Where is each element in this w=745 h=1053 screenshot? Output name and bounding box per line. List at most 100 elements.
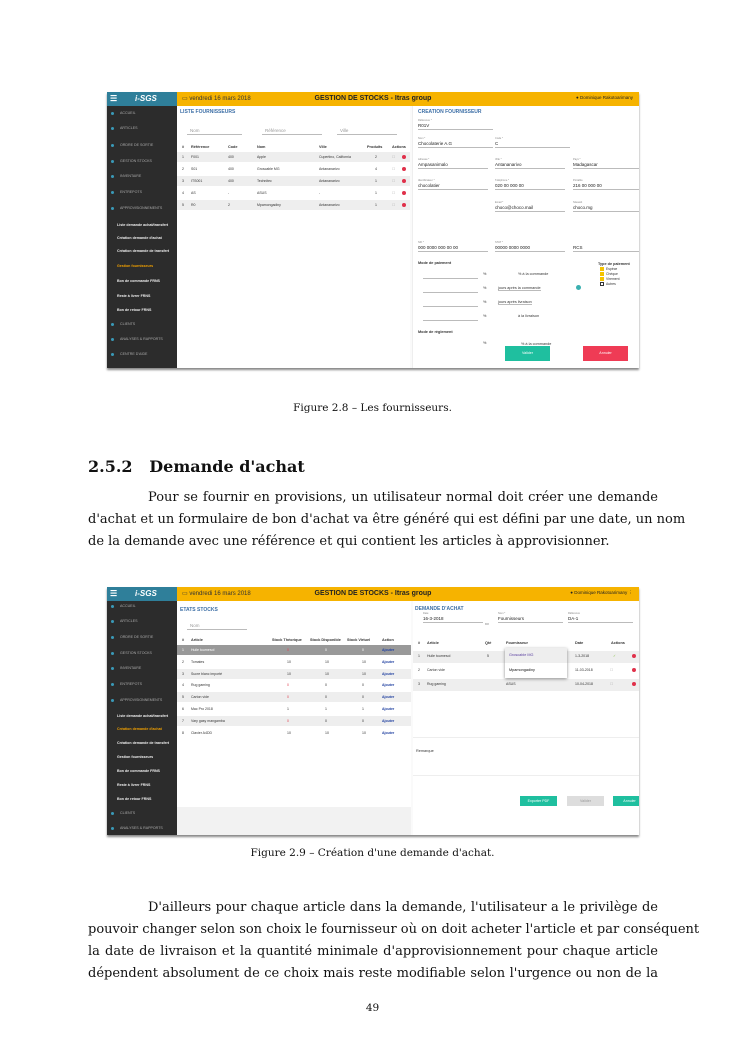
table-row[interactable]: 2 S01 400 Groscable MG Antananarivo 4 ☐ [177, 164, 410, 174]
sidebar-item[interactable]: Création demande d'achat [117, 727, 162, 731]
sidebar-item[interactable]: Liste demande achat/transfert [117, 714, 169, 718]
table-row[interactable]: 1 Huile tournesol 0 0 0 Ajouter [177, 645, 411, 655]
sidebar-item[interactable]: APPROVISIONNEMENTS [111, 206, 162, 210]
add-link[interactable]: Ajouter [382, 707, 395, 711]
form-field[interactable]: Code * C [495, 137, 570, 148]
user-menu[interactable]: ● Dominique Rakotoarimany ⋮ [570, 590, 633, 595]
sidebar-item[interactable]: Création demande d'achat [117, 236, 162, 240]
payment-type-checkbox[interactable]: Virement [600, 277, 620, 282]
form-field[interactable]: Date 16-3-2018 [423, 612, 483, 623]
sidebar-item[interactable]: ACCUEIL [111, 111, 136, 115]
delete-icon[interactable] [632, 682, 636, 686]
form-field[interactable]: STAT * 00000 0000 0000 [495, 241, 565, 252]
add-link[interactable]: Ajouter [382, 695, 395, 700]
form-field[interactable]: Téléphone * 020 00 000 00 [495, 179, 565, 190]
sidebar-item[interactable]: ORDRE DE SORTIE [111, 635, 153, 639]
table-row[interactable]: 6 Mac Pro 2018 1 1 1 Ajouter [177, 704, 411, 714]
sidebar-item[interactable]: Reste à livrer FRNS [117, 294, 151, 298]
dropdown-option[interactable]: Mpamongadiny [509, 668, 535, 672]
sidebar-item[interactable]: Gestion fournisseurs [117, 264, 154, 268]
delete-icon[interactable] [632, 654, 636, 658]
checkbox-icon[interactable] [600, 282, 604, 287]
table-row[interactable]: 3 Sucre blanc importé 10 10 10 Ajouter [177, 668, 411, 679]
form-field[interactable]: Adresse * Ampasanimalo [418, 158, 488, 169]
delete-icon[interactable] [402, 203, 406, 207]
add-link[interactable]: Ajouter [382, 659, 395, 664]
sidebar-item[interactable]: GESTION STOCKS [111, 651, 152, 655]
sidebar-item[interactable]: Liste demande achat/transfert [117, 223, 169, 227]
checkbox-icon[interactable] [600, 272, 604, 277]
sidebar-item[interactable]: Bon de commande FRNS [117, 769, 160, 773]
table-row[interactable]: 4 AS - ASUS - 1 ☐ [177, 188, 410, 198]
payment-amount-input[interactable] [423, 268, 478, 279]
validate-button[interactable]: Valider [505, 346, 550, 361]
add-link[interactable]: Ajouter [382, 730, 395, 735]
payment-amount-input[interactable] [423, 282, 478, 293]
sidebar-item[interactable]: Gestion fournisseurs [117, 755, 154, 759]
sidebar-item[interactable]: Bon de commande FRNS [117, 279, 160, 283]
form-field[interactable]: Nom * Fournisseurs [498, 612, 563, 623]
payment-type-checkbox[interactable]: Chèque [600, 272, 618, 277]
table-row[interactable]: 8 Clavier A4DD 10 10 10 Ajouter [177, 727, 411, 738]
sidebar-item[interactable]: Création demande de transfert [117, 741, 170, 745]
checkbox-icon[interactable] [600, 267, 604, 272]
form-field[interactable]: Portable 216 00 000 00 [573, 179, 639, 190]
sidebar-item[interactable]: ANALYSES & RAPPORTS [111, 826, 163, 830]
form-field[interactable]: Référence DA-1 [568, 612, 633, 623]
add-link[interactable]: Ajouter [382, 671, 395, 676]
form-field[interactable]: Nom * Chocolaterie A.G [418, 137, 493, 148]
sidebar-item[interactable]: ENTREPOTS [111, 190, 142, 194]
payment-amount-input[interactable] [423, 310, 478, 321]
table-row[interactable]: 4 Rug gaming 0 0 0 Ajouter [177, 680, 411, 691]
sidebar-item[interactable]: ARTICLES [111, 126, 138, 130]
filter-input[interactable]: Ville [337, 124, 397, 135]
form-field[interactable]: RCS [573, 241, 639, 252]
sidebar-item[interactable]: Bon de retour FRNS [117, 308, 152, 312]
add-link[interactable]: Ajouter [382, 648, 395, 652]
calendar-icon[interactable]: ▭ [485, 622, 489, 626]
payment-type-checkbox[interactable]: Autres [600, 282, 616, 287]
sidebar-item[interactable]: ENTREPOTS [111, 682, 142, 686]
table-row[interactable]: 5 R0 2 Mpamongadiny Antananarivo 1 ☐ [177, 200, 410, 210]
delete-icon[interactable] [402, 179, 406, 183]
form-field[interactable]: Ville * Antananarivo [495, 158, 565, 169]
sidebar-item[interactable]: CENTRE D'AIDE [111, 352, 147, 356]
cancel-button[interactable]: Annuler [583, 346, 628, 361]
payment-type-checkbox[interactable]: Espèce [600, 267, 617, 272]
delete-icon[interactable] [402, 155, 406, 159]
user-menu[interactable]: ● Dominique Rakotoarimany [576, 95, 633, 100]
sidebar-item[interactable]: ANALYSES & RAPPORTS [111, 337, 163, 341]
table-row[interactable]: 1 F001 400 Apple Cupertino, California 2 ☐ [177, 152, 410, 162]
form-field[interactable]: Siteweb choco.mg [573, 201, 639, 212]
table-row[interactable]: 3 Rug gaming ASUS 10-04-2018 ☐ [413, 679, 639, 691]
sidebar-item[interactable]: Reste à livrer FRNS [117, 783, 151, 787]
add-icon[interactable] [576, 285, 581, 290]
delete-icon[interactable] [402, 191, 406, 195]
supplier-dropdown[interactable]: Groscable MG Mpamongadiny [505, 648, 567, 678]
table-row[interactable]: 3 ITS001 400 Technitec Antananarivo 1 ☐ [177, 176, 410, 186]
sidebar-item[interactable]: Création demande de transfert [117, 249, 170, 253]
sidebar-item[interactable]: INVENTAIRE [111, 174, 141, 178]
form-field[interactable]: NIF * 000 0000 000 00 00 [418, 241, 488, 252]
sidebar-item[interactable]: ARTICLES [111, 619, 138, 623]
form-field[interactable]: Identificateur * chocolatier [418, 179, 488, 190]
name-filter-input[interactable]: Nom [187, 619, 247, 630]
sidebar-item[interactable]: Bon de retour FRNS [117, 797, 152, 801]
sidebar-item[interactable]: ACCUEIL [111, 604, 136, 608]
checkbox-icon[interactable] [600, 277, 604, 282]
sidebar-item[interactable]: INVENTAIRE [111, 666, 141, 670]
validate-button[interactable]: Valider [567, 796, 604, 806]
dropdown-option[interactable]: Groscable MG [505, 648, 567, 663]
sidebar-item[interactable]: CLIENTS [111, 811, 135, 815]
form-field[interactable]: Pays * Madagascar [573, 158, 639, 169]
delete-icon[interactable] [632, 668, 636, 672]
payment-amount-input[interactable] [423, 296, 478, 307]
sidebar-item[interactable]: CLIENTS [111, 322, 135, 326]
cancel-button[interactable]: Annuler [613, 796, 639, 806]
menu-icon[interactable]: ☰ [110, 94, 118, 103]
table-row[interactable]: 2 Tomates 10 10 10 Ajouter [177, 656, 411, 667]
add-link[interactable]: Ajouter [382, 718, 395, 723]
menu-icon[interactable]: ☰ [110, 589, 118, 598]
filter-input[interactable]: Nom [187, 124, 242, 135]
sidebar-item[interactable]: ORDRE DE SORTIE [111, 143, 153, 147]
